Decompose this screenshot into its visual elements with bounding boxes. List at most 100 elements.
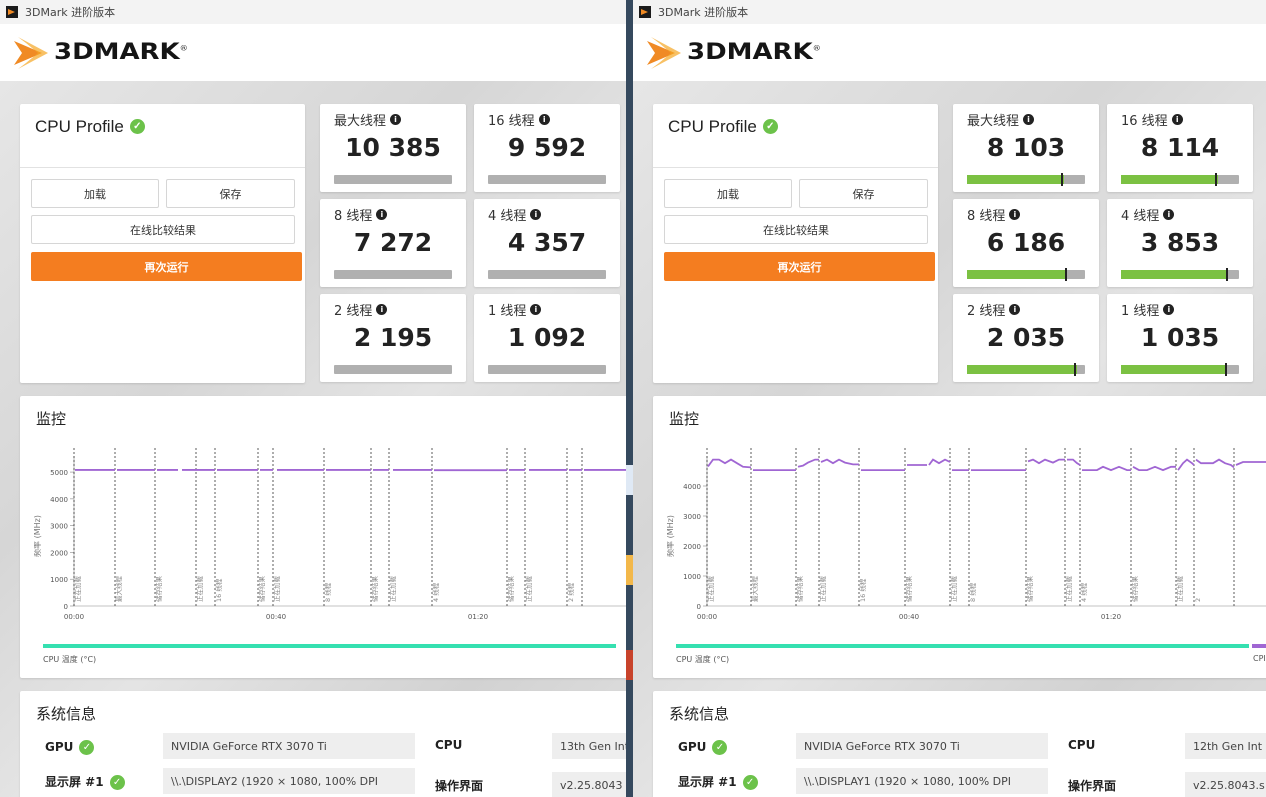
info-icon[interactable]: i (1009, 209, 1021, 220)
compare-online-button[interactable]: 在线比较结果 (664, 215, 928, 244)
app-icon (639, 6, 651, 18)
score-marker (1226, 268, 1229, 281)
score-card: 最大线程 i 10 385 (320, 104, 466, 192)
gpu-value: NVIDIA GeForce RTX 3070 Ti (796, 733, 1048, 759)
os-label: 操作界面 (435, 779, 484, 793)
display-label: 显示屏 #1 ✓ (45, 773, 125, 790)
y-tick-label: 3000 (50, 523, 68, 531)
phase-label: 正在加载 (524, 576, 533, 603)
frequency-line (707, 458, 752, 469)
3dmark-logo-icon (14, 36, 48, 69)
frequency-line (1132, 465, 1176, 472)
score-marker (1061, 173, 1064, 186)
system-info-title: 系统信息 (669, 705, 730, 723)
y-tick-label: 1000 (683, 573, 701, 581)
score-bar (334, 270, 452, 279)
score-label: 1 线程 i (488, 300, 542, 319)
info-icon[interactable]: i (530, 304, 542, 315)
frequency-line (1177, 458, 1195, 471)
score-bar (488, 175, 606, 184)
info-icon[interactable]: i (1009, 304, 1021, 315)
phase-label: 储存结果 (257, 576, 266, 603)
run-again-button[interactable]: 再次运行 (31, 252, 302, 281)
score-bar (488, 270, 606, 279)
phase-label: 2 (1194, 598, 1202, 602)
phase-label: 8 线程 (323, 582, 332, 602)
score-label: 2 线程 i (334, 300, 388, 319)
save-button[interactable]: 保存 (166, 179, 295, 208)
y-tick-label: 1000 (50, 576, 68, 584)
score-card: 2 线程 i 2 195 (320, 294, 466, 382)
monitor-title: 监控 (669, 410, 700, 428)
score-label: 1 线程 i (1121, 300, 1175, 319)
info-icon[interactable]: i (530, 209, 542, 220)
compare-online-button[interactable]: 在线比较结果 (31, 215, 295, 244)
app-header: 3DMARK® (633, 24, 1266, 81)
cpu-value: 12th Gen Int (1185, 733, 1266, 759)
score-bar-fill (967, 365, 1077, 374)
score-value: 7 272 (353, 228, 433, 257)
score-bar (1121, 173, 1239, 186)
frequency-line (928, 458, 951, 466)
info-icon[interactable]: i (376, 209, 388, 220)
load-button[interactable]: 加载 (664, 179, 792, 208)
info-icon[interactable]: i (1023, 114, 1035, 125)
frequency-line (797, 458, 819, 468)
phase-label: 正在加载 (706, 576, 715, 603)
info-icon[interactable]: i (1163, 304, 1175, 315)
x-tick-label: 01:20 (468, 613, 488, 621)
os-value: v2.25.8043.s (1185, 772, 1266, 797)
check-icon: ✓ (109, 775, 125, 790)
gpu-label: GPU ✓ (678, 738, 728, 755)
app-header: 3DMARK® (0, 24, 626, 81)
y-axis-label: 频率 (MHz) (667, 515, 675, 557)
y-tick-label: 5000 (50, 469, 68, 477)
frequency-line (1027, 458, 1065, 465)
load-button[interactable]: 加载 (31, 179, 159, 208)
score-label: 4 线程 i (488, 205, 542, 224)
info-icon[interactable]: i (1171, 114, 1183, 125)
check-icon: ✓ (712, 740, 728, 755)
phase-label: 储存结果 (506, 576, 515, 603)
phase-label: 储存结果 (1025, 576, 1034, 603)
score-value: 3 853 (1140, 228, 1220, 257)
x-tick-label: 00:40 (899, 613, 919, 621)
window-divider (626, 0, 633, 797)
info-icon[interactable]: i (390, 114, 402, 125)
score-marker (1224, 363, 1227, 376)
phase-label: 正在加载 (1064, 576, 1073, 603)
score-bar-fill (967, 175, 1064, 184)
score-marker (1215, 173, 1218, 186)
frequency-line (1235, 461, 1266, 466)
info-icon[interactable]: i (1163, 209, 1175, 220)
logo-text: 3DMARK® (54, 40, 188, 65)
cpu-temperature-label: CPU 温度 (°C) (43, 655, 97, 664)
score-value: 1 092 (507, 323, 587, 352)
frequency-chart: 频率 (MHz) 0 1000 2000 3000 4000 5000 00:00 00:40 0… (34, 448, 626, 621)
phase-label: 储存结果 (795, 576, 804, 603)
score-card: 4 线程 i 4 357 (474, 199, 620, 287)
info-icon[interactable]: i (376, 304, 388, 315)
system-info-card: 系统信息 GPU ✓ NVIDIA GeForce RTX 3070 Ti CPU… (653, 691, 1266, 797)
phase-label: 16 线程 (858, 578, 867, 602)
phase-label: 2 线程 (566, 582, 575, 602)
title-bar: 3DMark 进阶版本 (633, 0, 1266, 24)
info-icon[interactable]: i (538, 114, 550, 125)
phase-label: 正在加载 (388, 576, 397, 603)
phase-label: 正在加载 (195, 576, 204, 603)
background-fragment (626, 465, 633, 495)
phase-label: 储存结果 (904, 576, 913, 603)
cpu-temperature-label: CPU 温度 (°C) (676, 655, 730, 664)
score-value: 2 195 (353, 323, 433, 352)
cpu-label: CPU (1068, 738, 1096, 752)
score-marker (1064, 268, 1067, 281)
save-button[interactable]: 保存 (799, 179, 928, 208)
phase-label: 16 线程 (214, 578, 223, 602)
window-right: 3DMark 进阶版本 3DMARK® CPU Profile ✓ 加载 保存 在… (633, 0, 1266, 797)
os-value: v2.25.8043 (552, 772, 626, 797)
phase-label: 正在加载 (949, 576, 958, 603)
frequency-line (1067, 458, 1081, 466)
display-label: 显示屏 #1 ✓ (678, 773, 758, 790)
phase-label: 储存结果 (154, 576, 163, 603)
run-again-button[interactable]: 再次运行 (664, 252, 935, 281)
